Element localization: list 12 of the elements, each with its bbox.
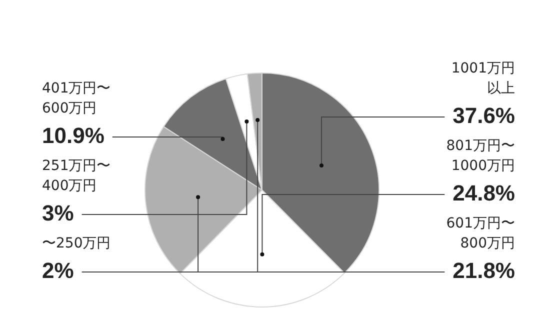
data-label: 37.6% xyxy=(452,103,515,128)
data-label: 2% xyxy=(42,258,74,284)
data-label: 3% xyxy=(42,200,74,226)
slice-label: 401万円〜600万円 xyxy=(42,80,111,117)
slice-label: 251万円〜400万円 xyxy=(42,158,111,194)
slice-label: 801万円〜1000万円 xyxy=(446,138,515,174)
slice-label: 〜250万円 xyxy=(42,236,111,252)
slice-label: 1001万円以上 xyxy=(451,60,515,97)
slice-label: 601万円〜800万円 xyxy=(446,216,515,252)
data-label: 24.8% xyxy=(452,180,515,206)
data-label: 10.9% xyxy=(42,123,104,148)
data-label: 21.8% xyxy=(452,258,515,284)
